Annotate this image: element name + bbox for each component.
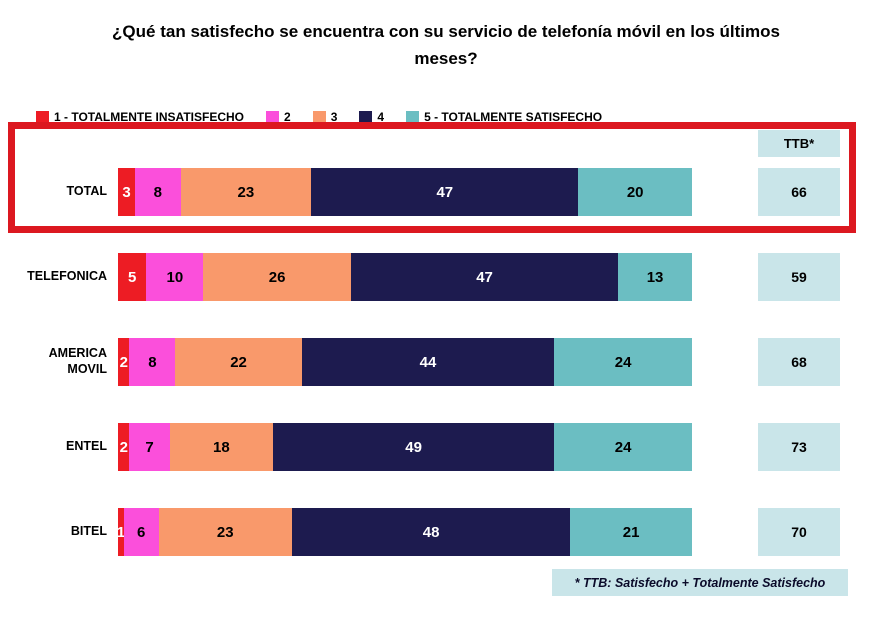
legend: 1 - TOTALMENTE INSATISFECHO 2 3 4 5 - TOTALM…	[36, 110, 602, 124]
legend-swatch	[406, 110, 420, 124]
bar-segment: 6	[123, 508, 159, 556]
legend-item: 5 - TOTALMENTE SATISFECHO	[406, 110, 602, 124]
stacked-bar: 2 8 22 44 24	[118, 338, 693, 386]
row-label: ENTEL	[66, 439, 107, 454]
bar-segment: 2	[118, 338, 130, 386]
bar-segment: 5	[118, 253, 147, 301]
ttb-footnote: * TTB: Satisfecho + Totalmente Satisfech…	[552, 569, 848, 596]
bar-segment: 2	[118, 423, 130, 471]
legend-swatch	[36, 110, 49, 124]
bar-segment: 13	[618, 253, 692, 301]
ttb-value: 73	[758, 423, 840, 471]
chart-rows: TOTAL 3 8 23 47 20 66 TELEFONICA 5 10 26 47 13 59 AMER…	[0, 168, 892, 556]
bar-segment: 18	[169, 423, 273, 471]
bar-segment: 47	[311, 168, 579, 216]
row-label: TELEFONICA	[27, 269, 107, 284]
chart-row-bitel: BITEL 1 6 23 48 21 70	[0, 508, 892, 556]
bar-segment: 8	[135, 168, 181, 216]
bar-segment: 23	[158, 508, 292, 556]
bar-segment: 24	[554, 423, 693, 471]
bar-segment: 7	[129, 423, 170, 471]
stacked-bar: 2 7 18 49 24	[118, 423, 693, 471]
legend-item: 2	[266, 110, 291, 124]
legend-label: 4	[377, 110, 385, 124]
bar-segment: 49	[272, 423, 555, 471]
bar-segment: 26	[203, 253, 352, 301]
legend-label: 1 - TOTALMENTE INSATISFECHO	[54, 110, 245, 124]
row-label: BITEL	[70, 524, 107, 539]
bar-segment: 22	[175, 338, 302, 386]
chart-row-telefonica: TELEFONICA 5 10 26 47 13 59	[0, 253, 892, 301]
bar-segment: 47	[351, 253, 619, 301]
row-label: TOTAL	[66, 184, 107, 199]
ttb-value: 68	[758, 338, 840, 386]
bar-segment: 10	[146, 253, 204, 301]
bar-segment: 3	[118, 168, 136, 216]
chart-title: ¿Qué tan satisfecho se encuentra con su …	[112, 22, 780, 69]
legend-item: 4	[359, 110, 384, 124]
bar-segment: 24	[554, 338, 693, 386]
legend-swatch	[312, 110, 326, 124]
stacked-bar: 5 10 26 47 13	[118, 253, 692, 301]
chart-row-america-movil: AMERICA MOVIL 2 8 22 44 24 68	[0, 338, 892, 386]
chart-row-total: TOTAL 3 8 23 47 20 66	[0, 168, 892, 216]
bar-segment: 48	[291, 508, 571, 556]
bar-segment: 21	[570, 508, 692, 556]
bar-segment: 44	[301, 338, 555, 386]
legend-label: 2	[284, 110, 291, 124]
ttb-value: 59	[758, 253, 840, 301]
ttb-value: 70	[758, 508, 840, 556]
chart-row-entel: ENTEL 2 7 18 49 24 73	[0, 423, 892, 471]
legend-swatch	[359, 110, 373, 124]
legend-label: 5 - TOTALMENTE SATISFECHO	[424, 110, 603, 124]
ttb-column-header: TTB*	[758, 130, 840, 157]
legend-item: 1 - TOTALMENTE INSATISFECHO	[36, 110, 244, 124]
legend-item: 3	[312, 110, 338, 124]
bar-segment: 8	[129, 338, 176, 386]
legend-swatch	[266, 110, 280, 124]
stacked-bar: 1 6 23 48 21	[117, 508, 692, 556]
stacked-bar: 3 8 23 47 20	[118, 168, 692, 216]
bar-segment: 23	[180, 168, 312, 216]
ttb-value: 66	[758, 168, 840, 216]
bar-segment: 20	[578, 168, 692, 216]
row-label: AMERICA MOVIL	[48, 346, 107, 376]
legend-label: 3	[330, 110, 338, 124]
bar-segment: 1	[117, 508, 125, 556]
